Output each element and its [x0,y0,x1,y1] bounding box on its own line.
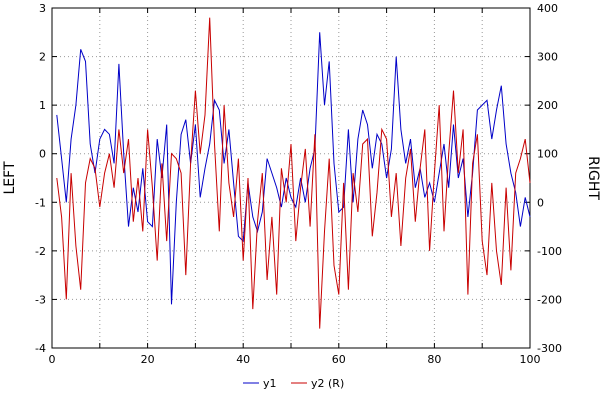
x-tick-label: 100 [520,353,541,366]
right-tick-label: -200 [537,293,562,306]
left-tick-label: 3 [39,2,46,15]
x-tick-label: 0 [49,353,56,366]
right-tick-label: 0 [537,196,544,209]
x-tick-label: 80 [427,353,441,366]
left-tick-label: 0 [39,148,46,161]
x-tick-label: 20 [141,353,155,366]
left-axis-title: LEFT [2,161,18,194]
series-line-y2-r- [56,17,531,329]
left-tick-label: -4 [35,342,46,355]
x-tick-label: 60 [332,353,346,366]
right-tick-label: -300 [537,342,562,355]
left-tick-label: -1 [35,196,46,209]
right-tick-label: -100 [537,245,562,258]
left-tick-label: 1 [39,99,46,112]
right-axis-title: RIGHT [585,156,600,200]
right-tick-label: 400 [537,2,558,15]
right-tick-label: 300 [537,51,558,64]
legend-label: y2 (R) [311,377,344,390]
legend-label: y1 [263,377,277,390]
x-tick-label: 40 [236,353,250,366]
left-tick-label: -3 [35,293,46,306]
left-tick-label: 2 [39,51,46,64]
right-tick-label: 200 [537,99,558,112]
right-tick-label: 100 [537,148,558,161]
left-tick-label: -2 [35,245,46,258]
